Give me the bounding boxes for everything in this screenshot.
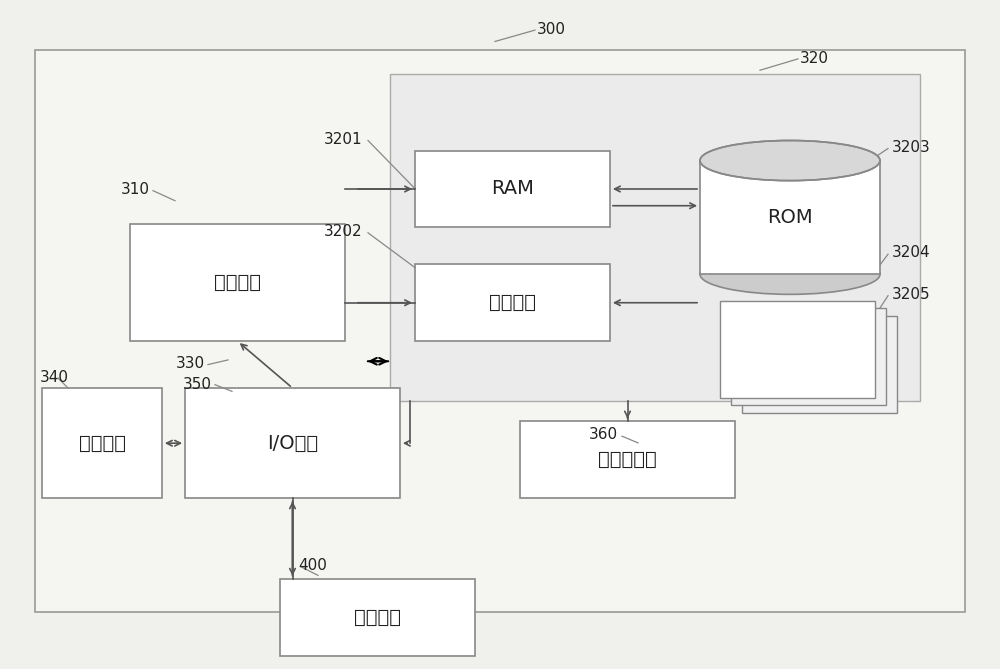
Text: 3204: 3204 bbox=[892, 246, 931, 260]
Text: 400: 400 bbox=[298, 559, 327, 573]
Text: 3205: 3205 bbox=[892, 287, 931, 302]
Text: 3202: 3202 bbox=[323, 224, 362, 239]
Text: I/O接口: I/O接口 bbox=[267, 434, 318, 453]
Text: 300: 300 bbox=[537, 22, 566, 37]
Text: 340: 340 bbox=[40, 370, 69, 385]
Bar bbox=[35, 50, 965, 612]
Text: 3203: 3203 bbox=[892, 140, 931, 155]
Bar bbox=[720, 301, 875, 398]
Text: 350: 350 bbox=[183, 377, 212, 391]
Text: 处理单元: 处理单元 bbox=[214, 273, 261, 292]
Text: 网络适配器: 网络适配器 bbox=[598, 450, 657, 470]
Text: 330: 330 bbox=[176, 357, 205, 371]
Ellipse shape bbox=[700, 140, 880, 181]
Bar bbox=[415, 264, 610, 341]
Bar bbox=[742, 316, 897, 413]
Text: 高速缓存: 高速缓存 bbox=[489, 293, 536, 312]
Bar bbox=[415, 151, 610, 227]
Text: 310: 310 bbox=[121, 183, 150, 197]
Text: 320: 320 bbox=[800, 52, 829, 66]
Bar bbox=[42, 388, 162, 498]
Text: 外部设备: 外部设备 bbox=[354, 607, 401, 627]
Bar bbox=[130, 224, 345, 341]
Bar bbox=[731, 308, 886, 405]
Text: 显示单元: 显示单元 bbox=[79, 434, 126, 453]
Bar bbox=[520, 421, 735, 498]
Bar bbox=[390, 74, 920, 401]
Bar bbox=[280, 579, 475, 656]
Bar bbox=[185, 388, 400, 498]
Ellipse shape bbox=[700, 254, 880, 294]
Bar bbox=[700, 161, 880, 274]
Text: 360: 360 bbox=[589, 427, 618, 442]
Text: ROM: ROM bbox=[767, 208, 813, 227]
Text: RAM: RAM bbox=[491, 179, 534, 199]
Text: 3201: 3201 bbox=[323, 132, 362, 147]
